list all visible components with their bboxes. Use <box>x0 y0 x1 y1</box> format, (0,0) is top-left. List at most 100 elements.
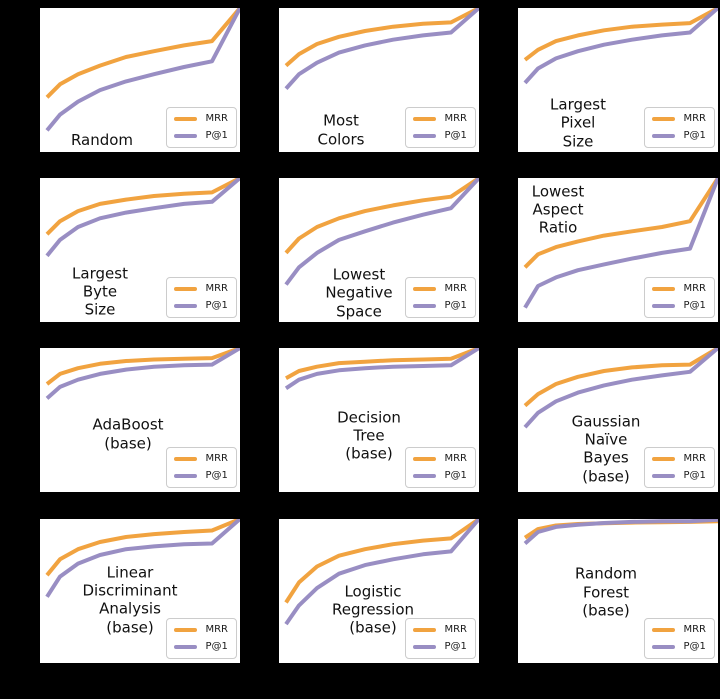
p-at-1-line-largest-byte-size <box>45 178 240 258</box>
chart-panel-decision-tree-base: Decision Tree (base) MRR P@1 <box>279 348 479 492</box>
mrr-line-linear-discriminant-analysis-base <box>45 519 240 577</box>
legend-label: MRR <box>444 113 467 124</box>
legend-item-mrr: MRR <box>413 284 467 294</box>
legend-item-p-1: P@1 <box>174 642 228 652</box>
legend-label: P@1 <box>444 300 467 311</box>
legend-swatch-icon <box>652 304 676 308</box>
legend-label: MRR <box>444 453 467 464</box>
legend-item-p-1: P@1 <box>652 471 706 481</box>
p-at-1-line-random <box>45 8 240 132</box>
legend-swatch-icon <box>174 457 198 461</box>
legend-label: MRR <box>444 624 467 635</box>
legend-swatch-icon <box>413 474 437 478</box>
legend-item-p-1: P@1 <box>413 642 467 652</box>
mrr-line-gaussian-naive-bayes-base <box>523 348 718 408</box>
p-at-1-line-largest-pixel-size <box>523 8 718 85</box>
mrr-line-lowest-negative-space <box>284 178 479 255</box>
legend-item-p-1: P@1 <box>413 131 467 141</box>
legend-logistic-regression-base: MRR P@1 <box>405 618 476 659</box>
legend-swatch-icon <box>413 134 437 138</box>
p-at-1-line-lowest-negative-space <box>284 178 479 286</box>
chart-panel-adaboost-base: AdaBoost (base) MRR P@1 <box>40 348 240 492</box>
legend-largest-byte-size: MRR P@1 <box>166 277 237 318</box>
legend-swatch-icon <box>174 628 198 632</box>
chart-panel-random-forest-base: Random Forest (base) MRR P@1 <box>518 519 718 663</box>
legend-item-mrr: MRR <box>652 284 706 294</box>
legend-item-mrr: MRR <box>174 454 228 464</box>
chart-panel-linear-discriminant-analysis-base: Linear Discriminant Analysis (base) MRR P@… <box>40 519 240 663</box>
legend-swatch-icon <box>652 457 676 461</box>
chart-panel-gaussian-naive-bayes-base: Gaussian Naïve Bayes (base) MRR P@1 <box>518 348 718 492</box>
legend-item-mrr: MRR <box>174 284 228 294</box>
legend-linear-discriminant-analysis-base: MRR P@1 <box>166 618 237 659</box>
legend-swatch-icon <box>413 628 437 632</box>
legend-label: P@1 <box>683 641 706 652</box>
legend-swatch-icon <box>413 287 437 291</box>
legend-label: MRR <box>205 113 228 124</box>
mrr-line-adaboost-base <box>45 348 240 386</box>
legend-swatch-icon <box>174 645 198 649</box>
p-at-1-line-adaboost-base <box>45 348 240 400</box>
legend-label: P@1 <box>205 641 228 652</box>
legend-item-mrr: MRR <box>413 114 467 124</box>
plot-area-random <box>45 8 240 132</box>
legend-item-p-1: P@1 <box>652 131 706 141</box>
legend-swatch-icon <box>413 645 437 649</box>
legend-lowest-negative-space: MRR P@1 <box>405 277 476 318</box>
mrr-line-random <box>45 8 240 99</box>
legend-swatch-icon <box>652 117 676 121</box>
legend-label: P@1 <box>683 130 706 141</box>
legend-label: MRR <box>683 283 706 294</box>
legend-swatch-icon <box>174 474 198 478</box>
legend-label: P@1 <box>205 470 228 481</box>
mrr-line-logistic-regression-base <box>284 519 479 604</box>
legend-label: P@1 <box>683 300 706 311</box>
legend-random: MRR P@1 <box>166 107 237 148</box>
legend-label: MRR <box>205 453 228 464</box>
legend-most-colors: MRR P@1 <box>405 107 476 148</box>
legend-label: MRR <box>205 624 228 635</box>
legend-label: P@1 <box>683 470 706 481</box>
legend-swatch-icon <box>652 134 676 138</box>
legend-item-mrr: MRR <box>174 114 228 124</box>
legend-swatch-icon <box>174 304 198 308</box>
chart-panel-lowest-aspect-ratio: Lowest Aspect Ratio MRR P@1 <box>518 178 718 322</box>
mrr-line-lowest-aspect-ratio <box>523 178 718 269</box>
plot-area-lowest-aspect-ratio <box>523 178 718 309</box>
chart-panel-largest-byte-size: Largest Byte Size MRR P@1 <box>40 178 240 322</box>
p-at-1-line-lowest-aspect-ratio <box>523 178 718 309</box>
legend-swatch-icon <box>174 117 198 121</box>
p-at-1-line-linear-discriminant-analysis-base <box>45 519 240 598</box>
legend-label: MRR <box>683 624 706 635</box>
legend-label: P@1 <box>205 130 228 141</box>
legend-item-mrr: MRR <box>174 625 228 635</box>
plot-area-most-colors <box>284 8 479 90</box>
legend-swatch-icon <box>413 304 437 308</box>
chart-panel-random: Random MRR P@1 <box>40 8 240 152</box>
plot-area-linear-discriminant-analysis-base <box>45 519 240 598</box>
p-at-1-line-decision-tree-base <box>284 348 479 390</box>
legend-swatch-icon <box>413 117 437 121</box>
plot-area-decision-tree-base <box>284 348 479 390</box>
legend-decision-tree-base: MRR P@1 <box>405 447 476 488</box>
p-at-1-line-random-forest-base <box>523 519 718 545</box>
p-at-1-line-most-colors <box>284 8 479 90</box>
legend-item-p-1: P@1 <box>174 301 228 311</box>
legend-item-mrr: MRR <box>413 625 467 635</box>
legend-swatch-icon <box>174 287 198 291</box>
legend-item-p-1: P@1 <box>652 301 706 311</box>
legend-item-mrr: MRR <box>652 114 706 124</box>
plot-area-lowest-negative-space <box>284 178 479 286</box>
legend-label: MRR <box>683 453 706 464</box>
plot-area-adaboost-base <box>45 348 240 400</box>
legend-item-p-1: P@1 <box>413 471 467 481</box>
legend-label: P@1 <box>444 641 467 652</box>
legend-gaussian-naive-bayes-base: MRR P@1 <box>644 447 715 488</box>
legend-swatch-icon <box>652 628 676 632</box>
legend-item-mrr: MRR <box>652 625 706 635</box>
legend-largest-pixel-size: MRR P@1 <box>644 107 715 148</box>
legend-item-p-1: P@1 <box>174 131 228 141</box>
mrr-line-largest-byte-size <box>45 178 240 236</box>
chart-panel-logistic-regression-base: Logistic Regression (base) MRR P@1 <box>279 519 479 663</box>
mrr-line-decision-tree-base <box>285 348 479 380</box>
